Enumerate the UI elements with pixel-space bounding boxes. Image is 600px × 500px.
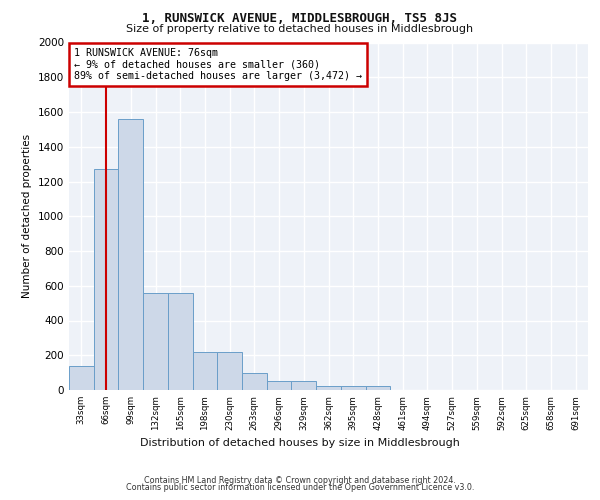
Text: 1 RUNSWICK AVENUE: 76sqm
← 9% of detached houses are smaller (360)
89% of semi-d: 1 RUNSWICK AVENUE: 76sqm ← 9% of detache…: [74, 48, 362, 81]
Text: Distribution of detached houses by size in Middlesbrough: Distribution of detached houses by size …: [140, 438, 460, 448]
Bar: [267, 382, 292, 390]
Text: Size of property relative to detached houses in Middlesbrough: Size of property relative to detached ho…: [127, 24, 473, 34]
Text: Contains HM Land Registry data © Crown copyright and database right 2024.: Contains HM Land Registry data © Crown c…: [144, 476, 456, 485]
Text: Contains public sector information licensed under the Open Government Licence v3: Contains public sector information licen…: [126, 483, 474, 492]
Bar: [193, 352, 217, 390]
Y-axis label: Number of detached properties: Number of detached properties: [22, 134, 32, 298]
Text: 1, RUNSWICK AVENUE, MIDDLESBROUGH, TS5 8JS: 1, RUNSWICK AVENUE, MIDDLESBROUGH, TS5 8…: [143, 12, 458, 26]
Bar: [168, 292, 193, 390]
Bar: [94, 170, 118, 390]
Bar: [118, 119, 143, 390]
Bar: [217, 352, 242, 390]
Bar: [316, 386, 341, 390]
Bar: [341, 386, 365, 390]
Bar: [143, 292, 168, 390]
Bar: [242, 374, 267, 390]
Bar: [365, 386, 390, 390]
Bar: [69, 366, 94, 390]
Bar: [292, 382, 316, 390]
